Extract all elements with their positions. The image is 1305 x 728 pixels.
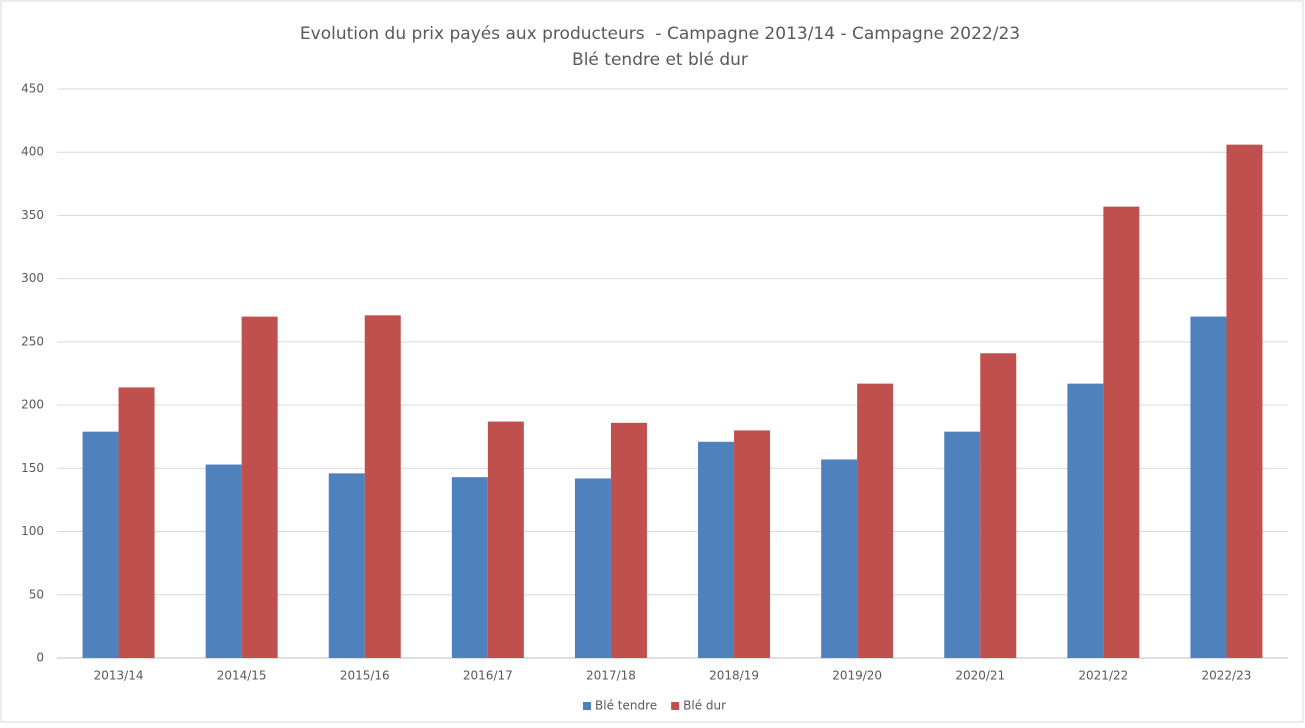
y-tick-label: 350 xyxy=(21,208,44,222)
legend-swatch xyxy=(671,702,680,710)
bar xyxy=(82,431,119,658)
bar xyxy=(1103,206,1140,659)
bar xyxy=(364,315,401,658)
x-tick-label: 2015/16 xyxy=(340,669,390,683)
x-tick-label: 2013/14 xyxy=(94,669,144,683)
x-tick-label: 2020/21 xyxy=(955,669,1005,683)
bar xyxy=(118,387,155,658)
x-tick-label: 2021/22 xyxy=(1078,669,1128,683)
legend-swatch xyxy=(583,702,591,710)
x-tick-label: 2019/20 xyxy=(832,669,882,683)
x-tick-label: 2018/19 xyxy=(709,669,759,683)
chart-title: Evolution du prix payés aux producteurs … xyxy=(300,24,1020,44)
y-tick-label: 400 xyxy=(21,145,44,159)
y-tick-label: 200 xyxy=(21,398,44,412)
bar xyxy=(821,459,858,658)
bar xyxy=(980,353,1017,658)
bar xyxy=(574,478,611,658)
bar xyxy=(241,316,278,658)
legend-label: Blé tendre xyxy=(595,699,657,713)
bar xyxy=(1190,316,1227,658)
bar xyxy=(1226,144,1263,658)
bar xyxy=(451,477,488,658)
x-tick-label: 2014/15 xyxy=(217,669,267,683)
bar xyxy=(734,430,771,658)
bar xyxy=(610,422,647,658)
bar xyxy=(205,464,242,658)
x-tick-label: 2017/18 xyxy=(586,669,636,683)
bar xyxy=(698,441,735,658)
y-tick-label: 250 xyxy=(21,334,44,348)
bar xyxy=(1067,383,1104,658)
y-tick-label: 50 xyxy=(29,587,44,601)
bar xyxy=(487,421,524,658)
y-tick-label: 150 xyxy=(21,461,44,475)
bar xyxy=(857,383,894,658)
y-tick-label: 450 xyxy=(21,82,44,96)
y-tick-label: 300 xyxy=(21,271,44,285)
bar xyxy=(944,431,981,658)
chart-subtitle: Blé tendre et blé dur xyxy=(572,50,748,70)
legend-label: Blé dur xyxy=(683,699,726,713)
bar xyxy=(328,473,365,658)
x-tick-label: 2022/23 xyxy=(1202,669,1252,683)
x-tick-label: 2016/17 xyxy=(463,669,513,683)
y-tick-label: 100 xyxy=(21,524,44,538)
y-tick-label: 0 xyxy=(36,651,44,665)
